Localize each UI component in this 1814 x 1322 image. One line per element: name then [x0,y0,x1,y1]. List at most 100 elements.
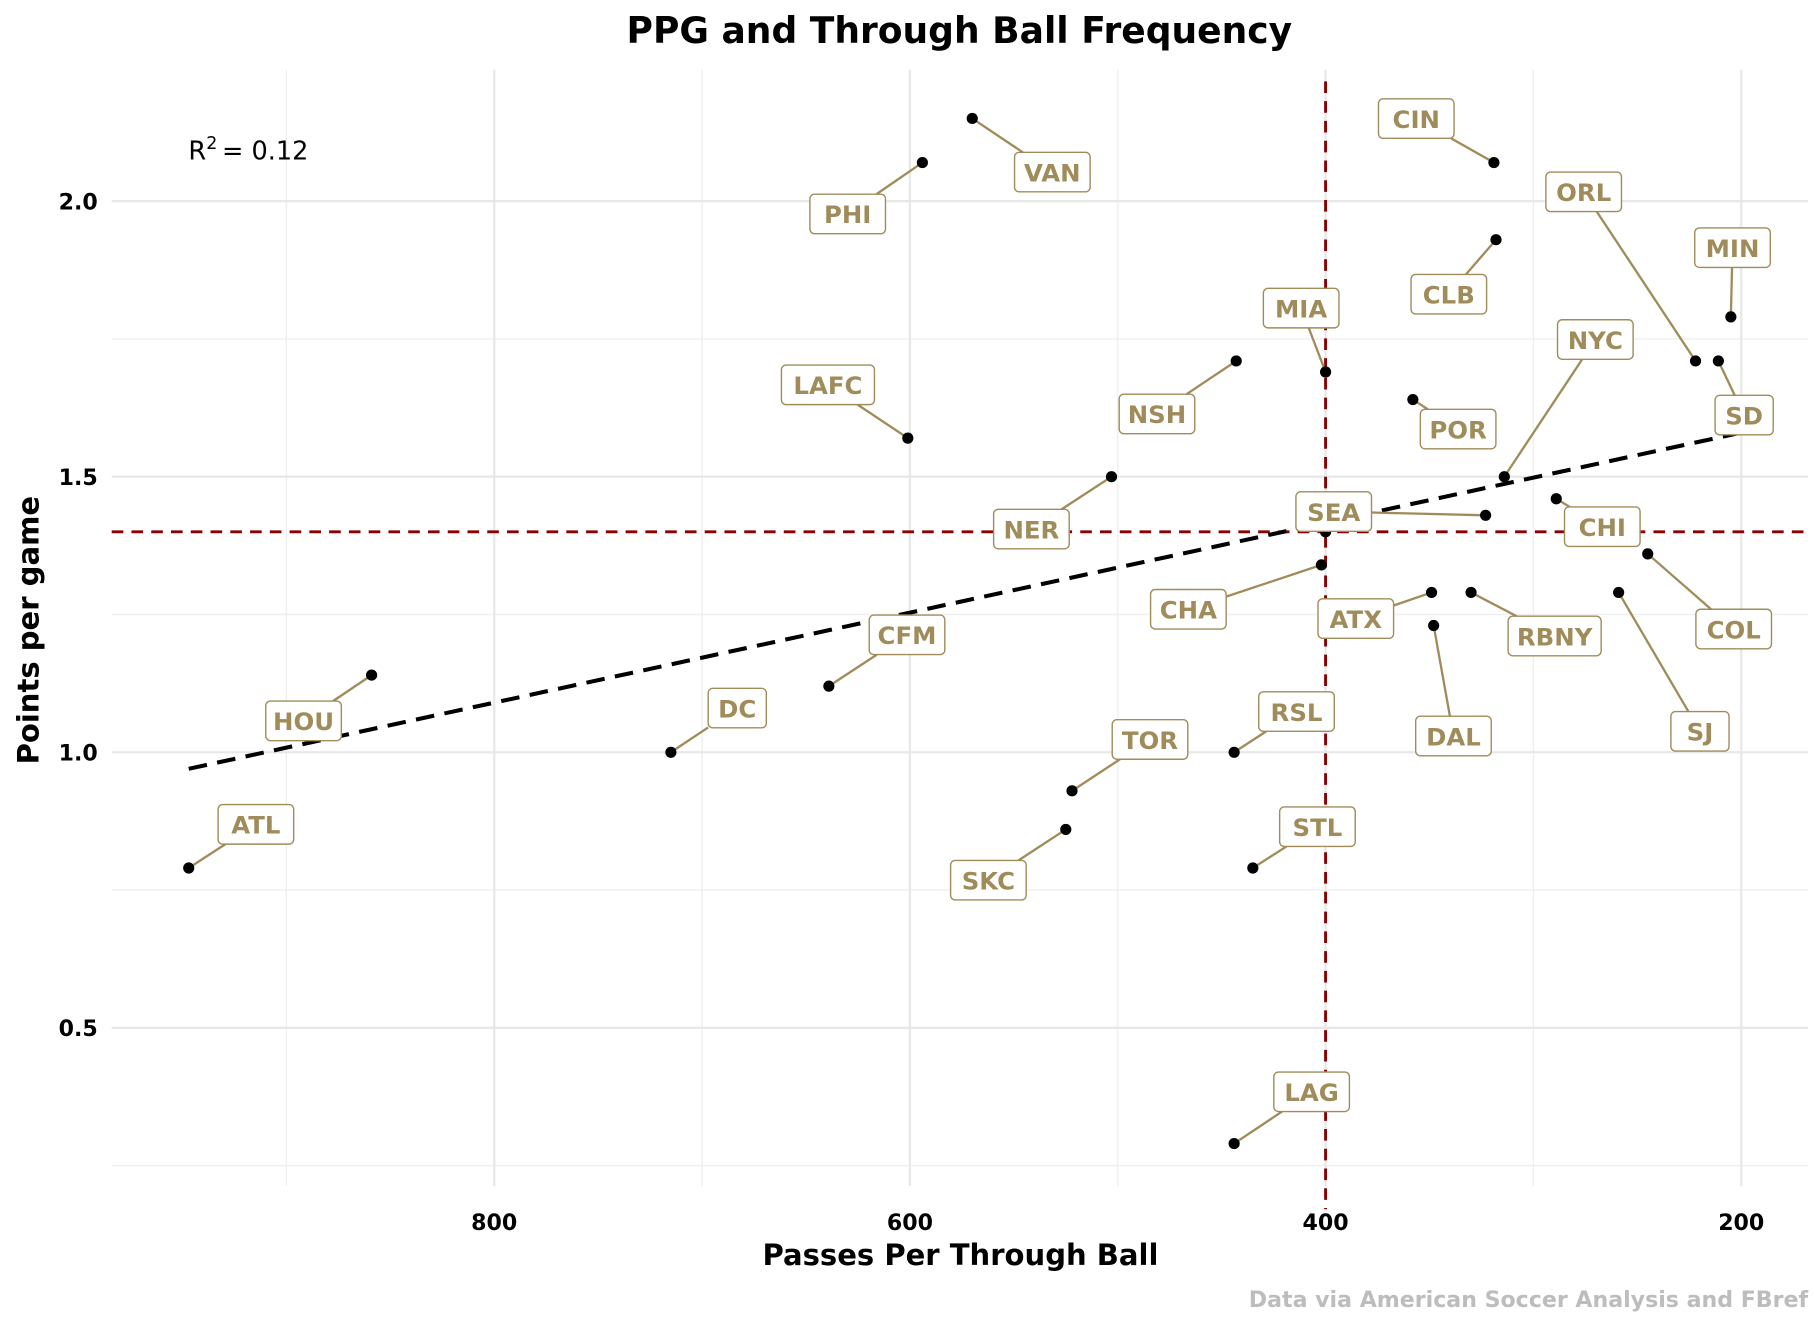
leader-line-mia [1307,327,1327,373]
point-label-rbny: RBNY [1517,622,1593,651]
label-box-hou [265,700,343,742]
label-box-mia [1262,287,1340,329]
point-label-lag: LAG [1284,1078,1338,1107]
leader-line-rsl [1233,730,1267,754]
point-label-dal: DAL [1426,722,1481,751]
point-hou [366,669,378,681]
label-box-stl [1278,806,1356,848]
label-box-phi [809,193,887,235]
point-stl [1247,862,1259,874]
point-label-stl: STL [1293,813,1343,842]
y-tick-label: 0.5 [59,1016,98,1042]
leader-line-ner [1061,475,1113,511]
point-orl [1689,355,1702,367]
point-col [1642,548,1654,560]
point-lag [1228,1137,1240,1150]
label-box-min [1694,227,1772,269]
label-box-por [1419,408,1497,450]
point-label-cfm: CFM [878,621,937,650]
point-label-sea: SEA [1307,498,1360,527]
leader-line-sj [1617,591,1690,713]
point-label-clb: CLB [1423,280,1475,309]
x-axis-label: Passes Per Through Ball [763,1238,1159,1272]
point-label-min: MIN [1706,234,1760,263]
label-box-tor [1111,719,1189,760]
point-label-por: POR [1429,415,1487,444]
point-label-van: VAN [1024,158,1081,187]
leader-line-hou [332,674,373,703]
point-atl [183,862,195,874]
leader-line-rbny [1470,591,1518,618]
y-tick-label: 1.5 [59,465,98,491]
point-ner [1105,471,1118,483]
leader-line-sd [1717,360,1736,396]
point-label-atl: ATL [231,811,280,840]
point-label-tor: TOR [1122,726,1178,755]
label-box-skc [949,859,1027,901]
leader-line-atl [188,843,227,869]
point-label-hou: HOU [273,707,334,736]
leader-line-tor [1071,758,1121,792]
point-phi [916,156,928,169]
label-box-rsl [1258,691,1335,733]
point-chi [1550,493,1562,505]
caption: Data via American Soccer Analysis and FB… [1249,1287,1809,1313]
point-por [1407,393,1419,406]
point-tor [1066,785,1078,797]
label-box-atx [1317,598,1395,640]
point-label-cha: CHA [1160,596,1217,625]
point-dal [1428,619,1440,632]
leader-line-min [1729,267,1734,317]
point-label-rsl: RSL [1271,698,1323,727]
label-box-cin [1377,98,1455,140]
leader-line-col [1646,552,1712,611]
leader-line-van [971,117,1024,154]
label-box-dc [707,687,768,729]
label-box-sea [1295,491,1373,533]
label-box-nsh [1118,393,1196,435]
x-tick-label: 600 [887,1210,933,1236]
leader-line-lag [1233,1110,1283,1145]
point-label-chi: CHI [1579,513,1626,542]
r2-r: R [188,136,206,166]
label-box-dal [1414,715,1492,757]
leader-line-cfm [828,653,878,688]
label-box-atl [217,803,295,845]
point-nyc [1498,471,1510,483]
label-box-cha [1149,588,1227,630]
leader-line-dc [670,726,709,754]
r2-value: = 0.12 [222,136,308,166]
point-cin [1488,156,1500,169]
point-label-dc: DC [718,694,756,723]
label-box-lag [1273,1071,1351,1113]
label-box-col [1695,608,1773,650]
x-tick-label: 800 [471,1210,517,1236]
x-tick-label: 400 [1303,1210,1349,1236]
label-box-lafc [780,364,876,406]
leader-line-atx [1393,591,1432,607]
point-lafc [902,432,914,444]
leader-line-lafc [856,403,909,440]
label-box-clb [1410,273,1488,315]
point-label-nyc: NYC [1568,326,1623,355]
point-rsl [1228,746,1240,758]
point-cha [1315,559,1327,571]
leader-line-dal [1432,625,1452,717]
label-box-nyc [1556,319,1634,360]
r2-sup: 2 [206,134,217,154]
x-tick-label: 200 [1718,1210,1764,1236]
leader-line-orl [1595,210,1697,362]
point-label-sd: SD [1725,401,1763,430]
point-dc [665,746,677,758]
point-min [1725,311,1737,323]
y-axis-label: Points per game [11,496,45,764]
point-label-col: COL [1707,615,1761,644]
y-tick-label: 2.0 [59,189,98,215]
point-label-nsh: NSH [1128,400,1186,429]
point-van [966,112,978,125]
leader-line-clb [1465,238,1497,276]
point-cfm [823,680,835,692]
point-label-atx: ATX [1330,605,1383,634]
leader-line-skc [1017,828,1067,862]
leader-line-cha [1225,563,1322,598]
